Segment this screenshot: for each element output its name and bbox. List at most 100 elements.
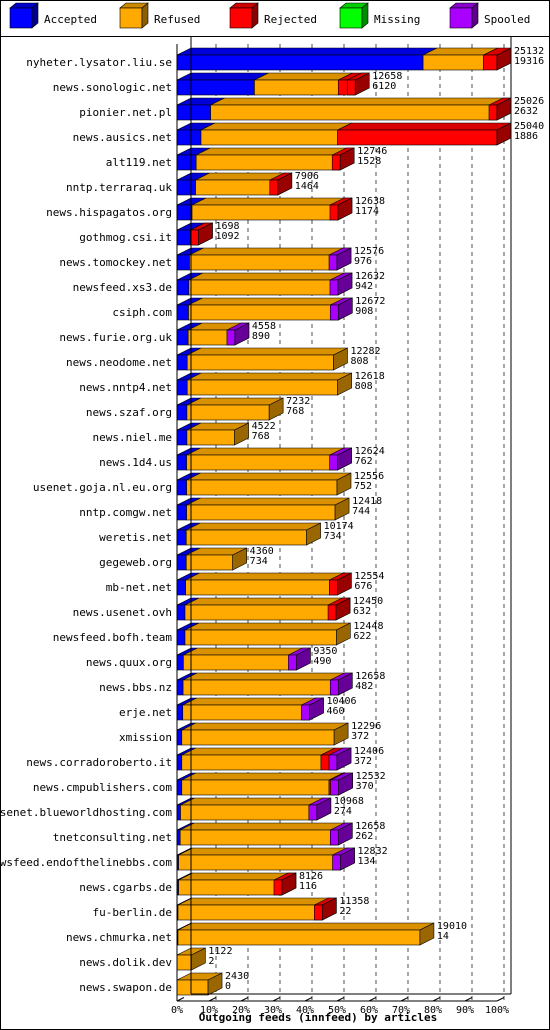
bar-segment-accepted-front [176,729,183,746]
bar-total-label: 25132 [514,46,544,57]
bar-segment-refused-front [177,929,421,946]
bar-total-label: 25026 [514,96,544,107]
row-label: mb-net.net [106,581,172,594]
row-label: nntp.comgw.net [79,506,172,519]
bar-total-label: 1122 [208,946,232,957]
bar-end-cap-side [336,247,352,271]
bar-segment-refused-front [179,829,339,846]
bar-end-cap-front [328,754,338,771]
bar-accepted-label: 762 [355,456,373,467]
bar-end-cap-side [296,647,311,671]
row-label: newsfeed.bofh.team [53,631,173,644]
bar-total-label: 12624 [355,446,385,457]
bar-segment-accepted-front [176,129,202,146]
bar-segment-accepted-front [176,354,188,371]
bar-accepted-label: 116 [299,881,317,892]
bar-segment-accepted-front [176,529,187,546]
bar-end-cap-front [329,829,339,846]
row-label: tnetconsulting.net [53,831,172,844]
bar-accepted-label: 6120 [372,81,396,92]
bar-segment-rejected-front [337,129,498,146]
bar-segment-refused-front [185,579,338,596]
bar-end-cap-side [335,597,351,621]
bar-segment-refused-side [334,497,350,521]
bar-segment-refused-top [180,822,353,831]
bar-total-label: 12632 [355,271,385,282]
bar-end-cap-side [277,172,293,196]
bar-accepted-label: 0 [225,981,231,992]
bar-accepted-label: 632 [353,606,371,617]
bar-segment-refused-front [181,729,335,746]
bar-total-label: 2430 [225,971,249,982]
bar-segment-refused-front [178,879,283,896]
bar-end-cap-front [329,579,338,596]
bar-segment-accepted-front [176,279,190,296]
x-tick-label: 80% [424,1005,442,1016]
bar-segment-accepted-front [176,229,192,246]
row-label: newsfeed.endofthelinebbs.com [0,856,172,869]
row-label: gothmog.csi.it [79,231,172,244]
bar-end-cap-side [354,72,370,96]
bar-end-cap-side [234,322,250,346]
bar-segment-refused-top [191,197,353,206]
bar-segment-accepted-front [176,304,189,321]
bar-end-cap-side [337,572,352,596]
bar-accepted-label: 752 [354,481,372,492]
bar-segment-accepted-front [176,779,183,796]
bar-end-cap-side [337,447,352,471]
row-label: fu-berlin.de [93,906,172,919]
bar-total-label: 12418 [352,496,382,507]
bar-segment-accepted-front [176,504,187,521]
legend-item-spooled: Spooled [449,2,530,29]
bar-end-cap-side [339,147,355,171]
bar-segment-refused-side [419,922,435,946]
row-label: news.chmurka.net [66,931,172,944]
bar-total-label: 7232 [286,396,310,407]
bar-end-cap-side [337,672,353,696]
bar-segment-refused-top [186,472,352,481]
bar-segment-accepted-front [176,254,190,271]
bar-segment-accepted-front [176,654,184,671]
bar-segment-refused-front [180,804,318,821]
bar-segment-refused-side [336,622,351,646]
bar-segment-refused-front [186,379,338,396]
x-tick-label: 60% [360,1005,378,1016]
bar-accepted-label: 908 [355,306,373,317]
bar-end-cap-side [281,872,297,896]
bar-segment-refused-top [188,272,353,281]
bar-end-cap-front [329,304,339,321]
bar-segment-refused-front [184,629,337,646]
row-label: usenet.goja.nl.eu.org [33,481,172,494]
bar-segment-refused-top [187,347,348,356]
x-tick-label: 0% [171,1005,183,1016]
bar-segment-refused-front [186,454,338,471]
bar-segment-refused-front [186,429,235,446]
row-label: news.bbs.nz [99,681,172,694]
bar-accepted-label: 768 [252,431,270,442]
bar-accepted-label: 1886 [514,131,538,142]
row-label: usenet.blueworldhosting.com [0,806,172,819]
bar-accepted-label: 14 [437,931,449,942]
legend-swatch-accepted [9,7,33,29]
bar-total-label: 12658 [372,71,402,82]
row-label: weretis.net [99,531,172,544]
bar-segment-refused-front [183,654,297,671]
bar-end-cap-side [309,697,324,721]
legend-item-refused: Refused [119,2,200,29]
bar-segment-accepted-front [176,329,189,346]
x-tick-mark [208,997,217,1002]
x-tick-label: 100% [485,1005,509,1016]
